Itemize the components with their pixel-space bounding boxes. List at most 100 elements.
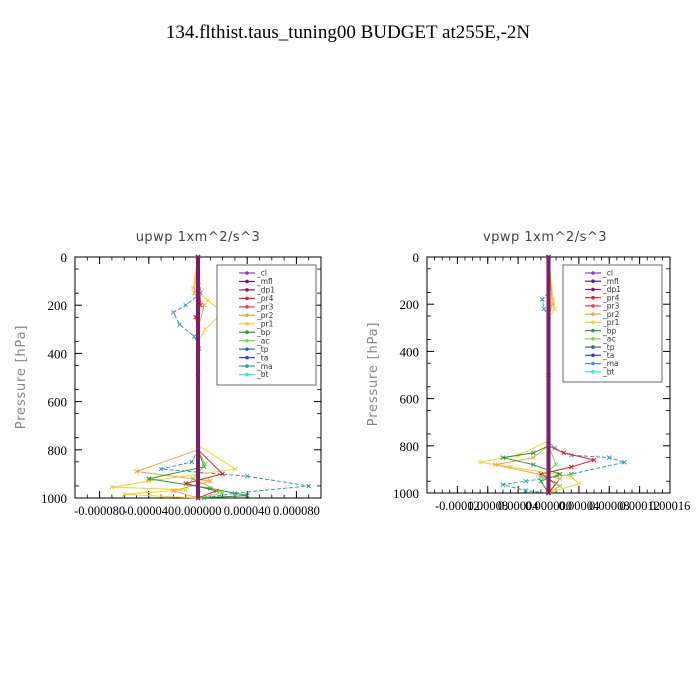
series-point-ac bbox=[557, 483, 563, 489]
series-point-ma bbox=[171, 310, 176, 315]
y-tick-label: 400 bbox=[400, 344, 420, 359]
series-point-pr1 bbox=[568, 474, 574, 479]
legend-marker-bp bbox=[245, 330, 249, 335]
legend-marker-mfl bbox=[591, 279, 595, 284]
y-tick-label: 1000 bbox=[41, 491, 67, 506]
panel-title-upwp: upwp 1xm^2/s^3 bbox=[136, 230, 261, 245]
legend-label-bp: _bp bbox=[256, 328, 271, 337]
series-point-pr1 bbox=[109, 484, 115, 490]
x-tick-label: 0.000000 bbox=[525, 499, 572, 513]
legend-label-ma: _ma bbox=[256, 362, 273, 371]
series-point-pr4 bbox=[568, 464, 574, 470]
legend-label-bp: _bp bbox=[602, 326, 617, 335]
series-point-pr1 bbox=[552, 306, 557, 312]
series-point-bp bbox=[538, 478, 544, 484]
y-tick-label: 0 bbox=[413, 250, 420, 265]
series-point-pr2 bbox=[134, 469, 139, 474]
series-point-ac bbox=[553, 462, 559, 468]
y-tick-label: 1000 bbox=[393, 486, 419, 501]
legend-label-tp: _tp bbox=[602, 343, 615, 352]
legend-marker-pr3 bbox=[591, 304, 595, 308]
legend-label-tp: _tp bbox=[256, 345, 269, 354]
y-ticks-vpwp: 0 200 400 600 800 1000 bbox=[393, 250, 670, 501]
legend-marker-pr2 bbox=[591, 312, 595, 316]
legend-marker-pr4 bbox=[245, 296, 249, 301]
legend-label-ac: _ac bbox=[602, 335, 615, 344]
series-point-ma bbox=[541, 306, 547, 312]
legend-label-ta: _ta bbox=[256, 353, 268, 362]
x-tick-label: -0.00012 bbox=[435, 499, 480, 513]
series-line-bp bbox=[502, 257, 562, 494]
series-point-ma bbox=[177, 322, 182, 327]
series-vpwp bbox=[477, 254, 627, 496]
series-point-bp bbox=[500, 455, 506, 460]
y-tick-label: 800 bbox=[400, 439, 420, 454]
y-tick-label: 200 bbox=[48, 298, 68, 313]
legend-marker-pr3 bbox=[245, 305, 249, 309]
legend-label-ta: _ta bbox=[602, 351, 614, 360]
x-tick-label: 0.000040 bbox=[224, 504, 271, 518]
series-point-pr2 bbox=[201, 302, 207, 308]
legend-label-pr3: _pr3 bbox=[256, 303, 274, 312]
y-tick-label: 200 bbox=[400, 297, 420, 312]
y-tick-label: 400 bbox=[48, 346, 68, 361]
y-ticks-upwp: 0 200 400 600 800 1000 bbox=[41, 250, 321, 506]
x-tick-label: -0.000080 bbox=[74, 504, 125, 518]
series-point-pr4 bbox=[591, 457, 597, 463]
series-line-ma bbox=[502, 257, 627, 494]
series-line-pr4 bbox=[539, 257, 597, 494]
legend-marker-mfl bbox=[245, 279, 249, 284]
x-tick-label: 0.00012 bbox=[619, 499, 660, 513]
legend-marker-ta bbox=[245, 355, 249, 360]
series-point-dp1 bbox=[195, 375, 201, 380]
panel-title-vpwp: vpwp 1xm^2/s^3 bbox=[483, 230, 607, 245]
legend-label-cl: _cl bbox=[602, 269, 613, 278]
series-point-dp1 bbox=[546, 490, 551, 496]
legend-label-cl: _cl bbox=[256, 269, 267, 278]
series-line-pr1 bbox=[111, 256, 237, 499]
legend-marker-dp1 bbox=[245, 288, 249, 292]
x-tick-label: -0.000040 bbox=[123, 504, 174, 518]
x-tick-label: 0.00004 bbox=[559, 499, 600, 513]
series-upwp bbox=[109, 254, 312, 501]
legend-label-pr4: _pr4 bbox=[256, 294, 274, 303]
y-tick-label: 800 bbox=[48, 443, 68, 458]
legend-label-bt: _bt bbox=[602, 367, 615, 376]
series-point-pr1 bbox=[203, 326, 208, 332]
legend-marker-bp bbox=[591, 328, 595, 333]
series-point-ac bbox=[190, 476, 196, 482]
series-point-pr1 bbox=[205, 298, 211, 303]
series-point-ma bbox=[523, 478, 529, 484]
series-point-ac bbox=[538, 474, 544, 479]
series-point-bp bbox=[530, 450, 536, 456]
series-point-ma bbox=[606, 455, 612, 460]
x-ticks-upwp: -0.000080-0.000040 0.000000 0.000040 0.0000… bbox=[74, 257, 322, 518]
series-point-ma bbox=[523, 488, 529, 493]
legend-marker-ac bbox=[591, 337, 595, 341]
legend-marker-pr1 bbox=[591, 320, 595, 325]
y-axis-label-upwp: Pressure [hPa] bbox=[14, 325, 29, 429]
x-ticks-vpwp: -0.000120.000080.000040.0000000.000040.0… bbox=[426, 257, 690, 513]
series-point-bp bbox=[244, 493, 250, 498]
legend-marker-cl bbox=[591, 271, 595, 275]
legend-marker-pr1 bbox=[245, 321, 249, 326]
series-point-ma bbox=[500, 482, 506, 488]
y-axis-label-vpwp: Pressure [hPa] bbox=[366, 322, 381, 426]
legend-vpwp: _cl_mfl_dp1_pr4_pr3_pr2_pr1_bp_ac_tp_ta_… bbox=[562, 264, 663, 383]
series-point-pr2 bbox=[492, 462, 498, 468]
series-point-ma bbox=[244, 473, 250, 479]
legend-label-pr2: _pr2 bbox=[602, 310, 620, 319]
series-point-pr2 bbox=[530, 455, 536, 460]
series-point-pr1 bbox=[576, 481, 582, 486]
series-point-ac bbox=[220, 490, 225, 496]
series-point-ma bbox=[158, 466, 164, 472]
legend-label-ma: _ma bbox=[602, 359, 619, 368]
legend-label-pr1: _pr1 bbox=[256, 319, 274, 328]
legend-marker-cl bbox=[245, 271, 249, 275]
series-point-pr4 bbox=[561, 450, 567, 456]
legend-marker-pr4 bbox=[591, 295, 595, 300]
panel-vpwp: vpwp 1xm^2/s^3 Pressure [hPa] 0 200 400 600… bbox=[366, 230, 690, 513]
figure-title: 134.flthist.taus_tuning00 BUDGET at255E,… bbox=[166, 22, 531, 43]
y-tick-label: 600 bbox=[48, 395, 68, 410]
